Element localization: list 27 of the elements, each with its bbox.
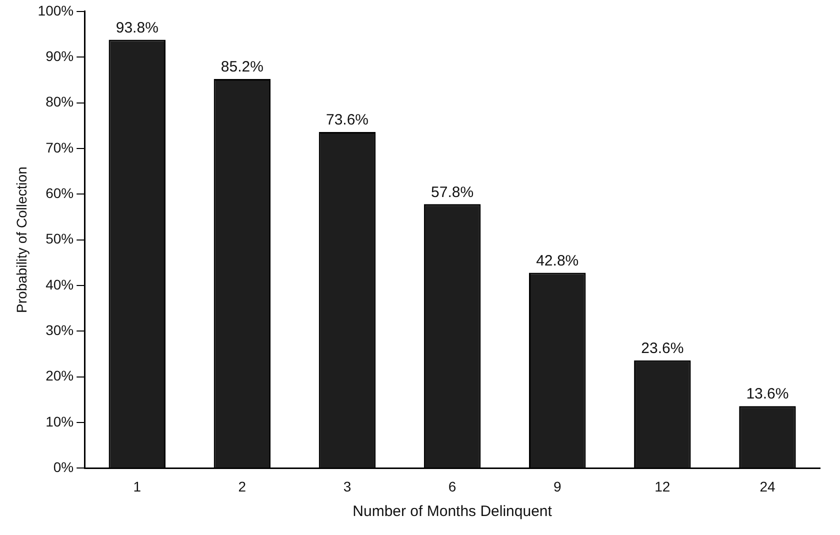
x-tick-label: 24 [760, 478, 776, 494]
y-tick-label: 60% [46, 184, 74, 201]
data-label: 13.6% [746, 386, 789, 403]
y-tick-label: 90% [46, 48, 74, 64]
y-tick-label: 70% [46, 139, 74, 156]
x-tick-label: 1 [133, 478, 142, 494]
data-label: 23.6% [641, 340, 684, 358]
x-tick-label: 3 [343, 478, 352, 494]
y-tick-label: 20% [46, 368, 74, 384]
data-label: 57.8% [431, 184, 474, 201]
y-tick-label: 50% [46, 230, 74, 247]
x-tick-label: 2 [238, 478, 246, 494]
x-tick-label: 12 [654, 478, 670, 494]
x-axis-title: Number of Months Delinquent [352, 503, 553, 520]
y-tick-label: 30% [46, 322, 74, 338]
y-tick-label: 10% [46, 413, 74, 430]
x-tick-label: 9 [553, 478, 562, 494]
data-label: 93.8% [116, 19, 158, 36]
x-tick-label: 6 [448, 478, 456, 494]
y-tick-label: 100% [38, 2, 74, 18]
y-tick-label: 0% [53, 459, 74, 476]
data-label: 42.8% [536, 252, 579, 270]
data-label: 73.6% [326, 112, 369, 129]
y-tick-label: 40% [46, 276, 74, 292]
data-label: 85.2% [220, 58, 264, 76]
y-axis-title: Probability of Collection [13, 166, 30, 313]
y-tick-label: 80% [46, 94, 74, 110]
